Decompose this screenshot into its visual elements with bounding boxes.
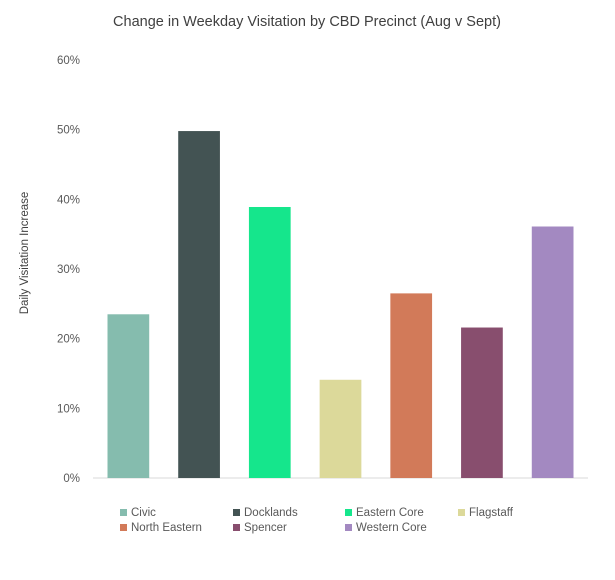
- legend-swatch: [233, 524, 240, 531]
- chart-title: Change in Weekday Visitation by CBD Prec…: [113, 14, 501, 30]
- legend-swatch: [458, 509, 465, 516]
- legend-label: North Eastern: [131, 522, 202, 534]
- y-tick-label: 60%: [57, 55, 80, 67]
- y-tick-label: 30%: [57, 264, 80, 276]
- bar-western-core: [531, 226, 574, 478]
- bar-docklands: [178, 131, 220, 478]
- y-axis-ticks: 0% 10% 20% 30% 40% 50% 60%: [57, 55, 80, 485]
- legend-label: Flagstaff: [469, 507, 514, 519]
- y-tick-label: 0%: [63, 473, 80, 485]
- legend-swatch: [120, 524, 127, 531]
- y-axis-label: Daily Visitation Increase: [19, 192, 31, 315]
- legend-label: Western Core: [356, 522, 427, 534]
- legend-label: Eastern Core: [356, 507, 424, 519]
- y-tick-label: 40%: [57, 194, 80, 206]
- y-tick-label: 10%: [57, 403, 80, 415]
- bar-eastern-core: [248, 206, 291, 478]
- legend-swatch: [345, 524, 352, 531]
- legend-label: Civic: [131, 507, 156, 519]
- legend-label: Spencer: [244, 522, 287, 534]
- bar-civic: [107, 314, 150, 478]
- y-tick-label: 20%: [57, 334, 80, 346]
- bar-flagstaff: [319, 379, 362, 478]
- bar-spencer: [461, 327, 503, 478]
- legend-swatch: [345, 509, 352, 516]
- bar-north-eastern: [390, 293, 433, 478]
- legend-label: Docklands: [244, 507, 298, 519]
- bars-group: [107, 131, 574, 478]
- y-tick-label: 50%: [57, 125, 80, 137]
- legend-swatch: [120, 509, 127, 516]
- legend: Civic Docklands Eastern Core Flagstaff North…: [120, 507, 514, 534]
- legend-swatch: [233, 509, 240, 516]
